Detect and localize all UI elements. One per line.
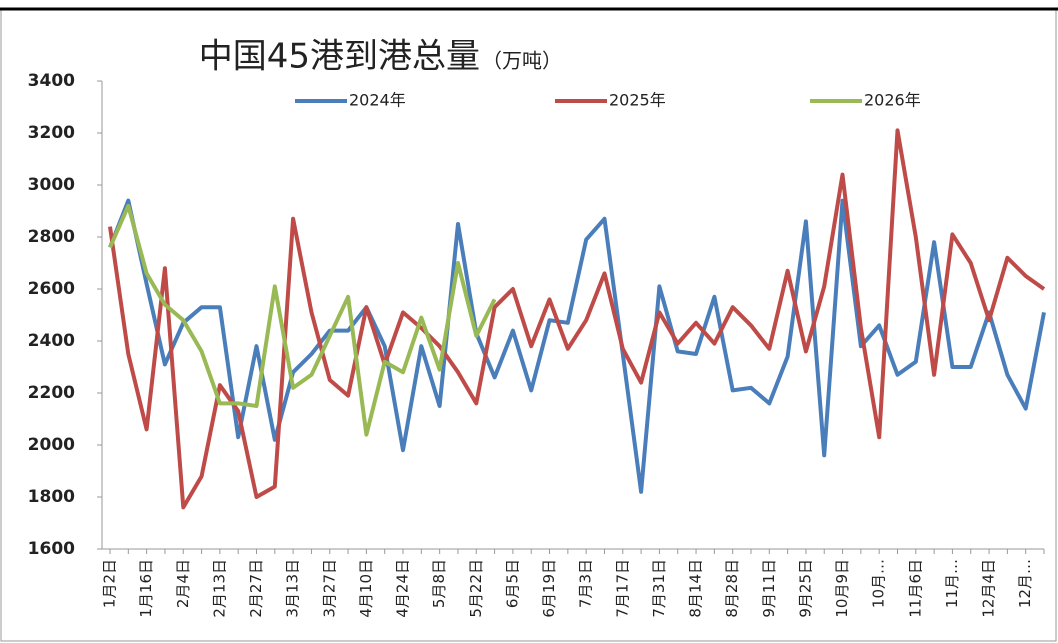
x-tick-label: 2月27日 (247, 559, 265, 618)
y-tick-label: 2800 (28, 227, 75, 247)
series-line (108, 203, 497, 437)
series-line (108, 198, 1046, 494)
x-tick-label: 7月3日 (577, 559, 595, 608)
y-tick-label: 2200 (28, 383, 75, 403)
legend-label: 2024年 (349, 91, 406, 110)
legend-label: 2026年 (864, 91, 921, 110)
x-tick-label: 4月24日 (394, 559, 412, 618)
x-tick-label: 6月5日 (503, 559, 521, 608)
chart-title-unit: （万吨） (482, 49, 562, 73)
x-tick-label: 4月10日 (357, 559, 375, 618)
x-tick-label: 7月31日 (650, 559, 668, 618)
x-tick-label: 2月4日 (174, 559, 192, 608)
x-tick-label: 1月2日 (101, 559, 119, 608)
x-tick-label: 11月6日 (906, 559, 924, 618)
x-tick-label: 10月… (870, 559, 888, 608)
y-tick-label: 3400 (28, 71, 75, 91)
y-tick-label: 3200 (28, 123, 75, 143)
series-line (108, 128, 1046, 510)
x-tick-label: 12月4日 (980, 559, 998, 618)
y-tick-label: 2000 (28, 435, 75, 455)
y-tick-label: 2600 (28, 279, 75, 299)
x-tick-label: 11月… (943, 559, 961, 608)
x-tick-label: 1月16日 (137, 559, 155, 618)
x-tick-label: 2月13日 (210, 559, 228, 618)
x-tick-label: 10月9日 (833, 559, 851, 618)
y-tick-label: 2400 (28, 331, 75, 351)
x-tick-label: 5月8日 (430, 559, 448, 608)
x-tick-label: 9月11日 (760, 559, 778, 618)
x-tick-label: 7月17日 (613, 559, 631, 618)
x-tick-label: 3月13日 (284, 559, 302, 618)
chart-title: 中国45港到港总量 (199, 37, 480, 77)
x-tick-label: 12月… (1016, 559, 1034, 608)
x-tick-label: 9月25日 (796, 559, 814, 618)
y-tick-label: 1600 (28, 539, 75, 559)
x-tick-label: 5月22日 (467, 559, 485, 618)
legend-label: 2025年 (609, 91, 666, 110)
x-tick-label: 3月27日 (320, 559, 338, 618)
plot: 1600 1800 2000 2200 2400 2600 2800 3000 3200 3400… (28, 71, 1046, 618)
x-tick-label: 8月14日 (687, 559, 705, 618)
y-tick-label: 3000 (28, 175, 75, 195)
x-tick-label: 8月28日 (723, 559, 741, 618)
x-tick-label: 6月19日 (540, 559, 558, 618)
y-tick-label: 1800 (28, 487, 75, 507)
